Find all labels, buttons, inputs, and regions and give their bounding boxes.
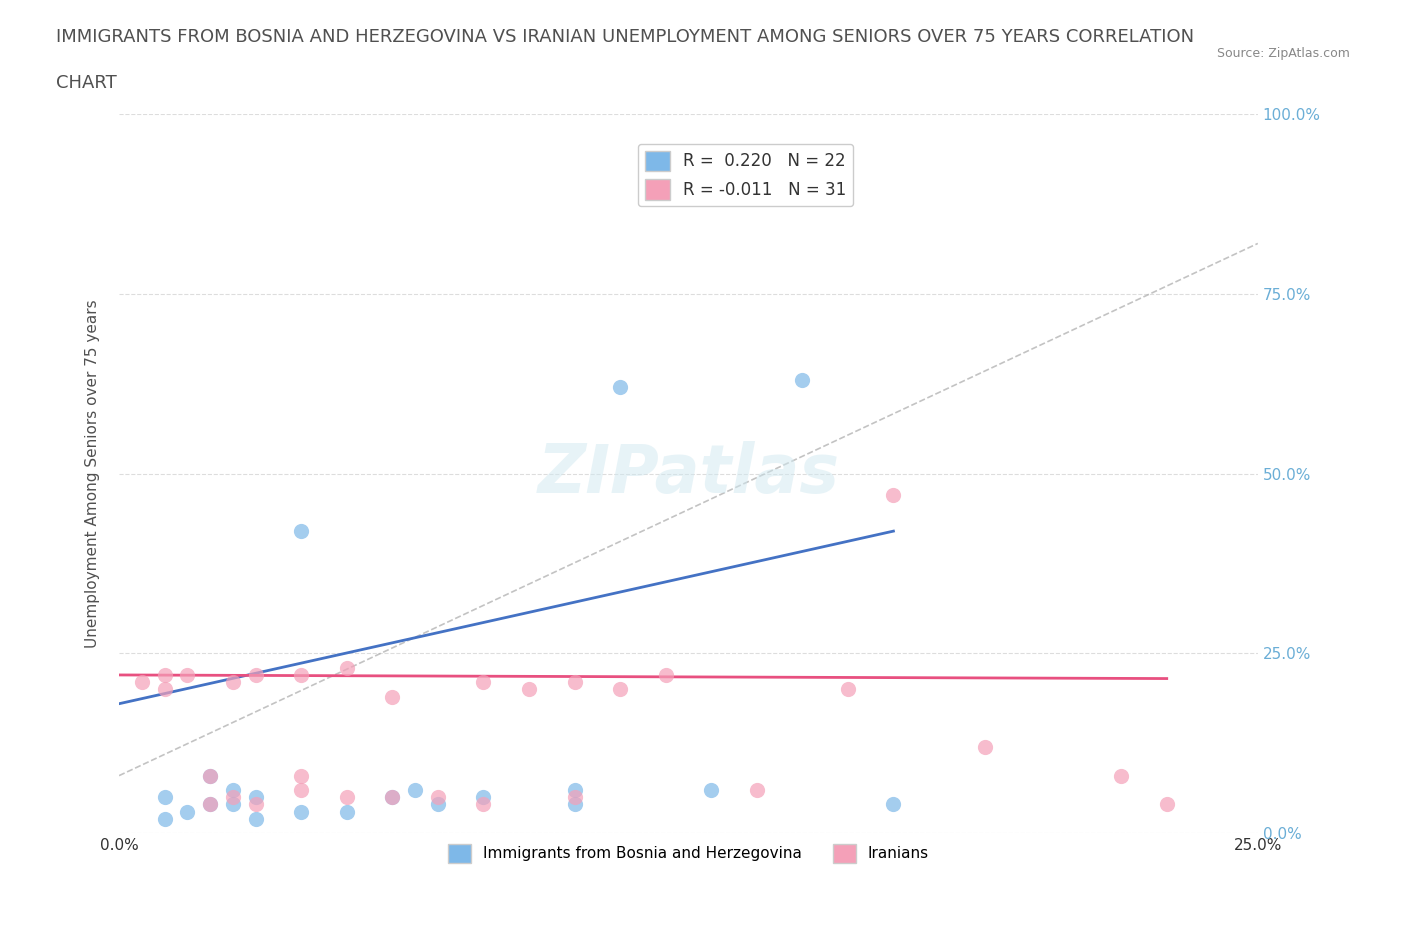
Point <box>222 782 245 797</box>
Point <box>609 379 631 394</box>
Point <box>290 524 312 538</box>
Point <box>654 668 676 683</box>
Point <box>1156 797 1178 812</box>
Point <box>564 797 586 812</box>
Point <box>153 790 176 804</box>
Point <box>153 682 176 697</box>
Point <box>198 768 221 783</box>
Point <box>176 804 198 819</box>
Point <box>426 790 449 804</box>
Point <box>426 797 449 812</box>
Point <box>245 811 267 826</box>
Point <box>176 668 198 683</box>
Point <box>198 797 221 812</box>
Point <box>381 790 404 804</box>
Point <box>564 790 586 804</box>
Point <box>153 811 176 826</box>
Point <box>472 674 495 689</box>
Point <box>564 782 586 797</box>
Point <box>131 674 153 689</box>
Text: CHART: CHART <box>56 74 117 92</box>
Point <box>245 797 267 812</box>
Point <box>564 674 586 689</box>
Text: ZIPatlas: ZIPatlas <box>537 441 839 507</box>
Point <box>745 782 768 797</box>
Point <box>882 487 904 502</box>
Point <box>700 782 723 797</box>
Point <box>472 790 495 804</box>
Point <box>381 689 404 704</box>
Point <box>222 797 245 812</box>
Text: IMMIGRANTS FROM BOSNIA AND HERZEGOVINA VS IRANIAN UNEMPLOYMENT AMONG SENIORS OVE: IMMIGRANTS FROM BOSNIA AND HERZEGOVINA V… <box>56 28 1194 46</box>
Text: Source: ZipAtlas.com: Source: ZipAtlas.com <box>1216 46 1350 60</box>
Point <box>245 790 267 804</box>
Point <box>198 797 221 812</box>
Point <box>222 674 245 689</box>
Point <box>290 782 312 797</box>
Point <box>381 790 404 804</box>
Point <box>609 682 631 697</box>
Point <box>198 768 221 783</box>
Point <box>472 797 495 812</box>
Point <box>882 797 904 812</box>
Point <box>404 782 426 797</box>
Point <box>222 790 245 804</box>
Point <box>153 668 176 683</box>
Point <box>336 660 359 675</box>
Point <box>973 739 995 754</box>
Point <box>336 804 359 819</box>
Point <box>290 668 312 683</box>
Point <box>290 768 312 783</box>
Legend: Immigrants from Bosnia and Herzegovina, Iranians: Immigrants from Bosnia and Herzegovina, … <box>441 838 935 869</box>
Point <box>1109 768 1132 783</box>
Point <box>792 373 814 388</box>
Point <box>517 682 540 697</box>
Point <box>290 804 312 819</box>
Point <box>245 668 267 683</box>
Point <box>336 790 359 804</box>
Y-axis label: Unemployment Among Seniors over 75 years: Unemployment Among Seniors over 75 years <box>86 299 100 648</box>
Point <box>837 682 859 697</box>
